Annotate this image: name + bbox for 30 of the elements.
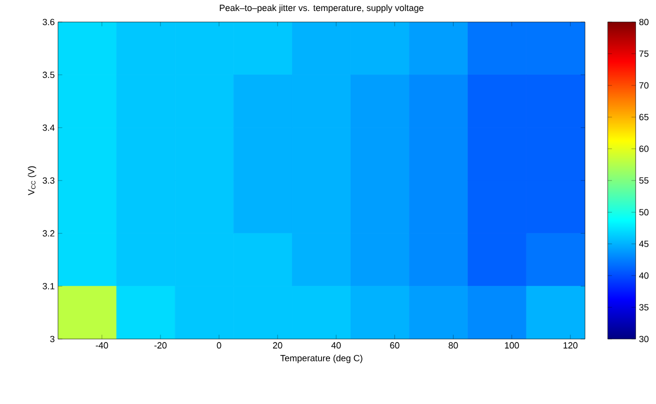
color-bar-label: 45	[639, 240, 648, 248]
x-tick-label: 0	[216, 342, 222, 349]
x-tick-label: 120	[564, 342, 578, 349]
x-tick-label: 80	[448, 342, 458, 349]
color-bar-label: 80	[639, 18, 649, 26]
color-bar-label: 30	[639, 336, 649, 342]
color-bar-label: 55	[639, 177, 648, 184]
x-axis-title: Temperature (deg C)	[280, 354, 362, 364]
x-tick-label: 20	[273, 342, 282, 349]
x-tick-label: -40	[96, 342, 108, 349]
x-tick-label: -20	[154, 342, 167, 349]
color-bar-label: 50	[639, 209, 649, 216]
x-tick-label: 40	[331, 342, 341, 349]
color-bar-label: 35	[639, 304, 648, 310]
y-tick-label: 3.5	[42, 72, 54, 78]
color-bar-label: 60	[639, 146, 649, 152]
color-bar-label: 75	[639, 50, 648, 57]
x-tick-label: 100	[505, 342, 519, 349]
y-tick-label: 3.4	[42, 124, 55, 131]
y-axis-title: V$_{CC}$ (V)	[28, 166, 36, 196]
y-tick-label: 3.1	[42, 282, 54, 290]
y-tick-label: 3.3	[42, 177, 54, 184]
chart-title: Peak–to–peak jitter vs. temperature, supply voltage	[220, 4, 424, 13]
y-tick-label: 3.2	[42, 230, 54, 237]
color-bar-label: 70	[639, 82, 649, 89]
color-bar-label: 40	[639, 272, 649, 279]
y-tick-label: 3.6	[42, 18, 54, 26]
y-tick-label: 3	[50, 336, 54, 342]
x-tick-label: 60	[390, 342, 400, 349]
color-bar-label: 65	[639, 114, 648, 120]
